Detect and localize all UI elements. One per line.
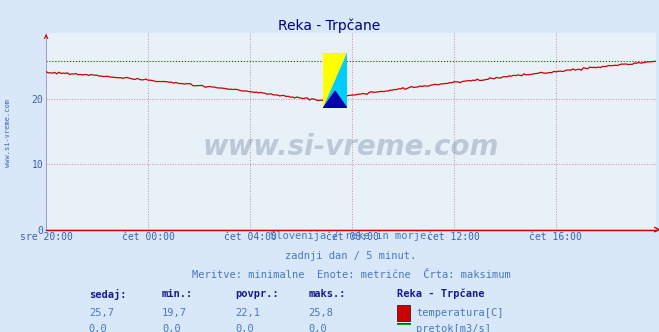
Text: sedaj:: sedaj: <box>89 289 127 300</box>
Text: Reka - Trpčane: Reka - Trpčane <box>397 289 484 299</box>
Text: zadnji dan / 5 minut.: zadnji dan / 5 minut. <box>285 251 416 261</box>
Text: 0,0: 0,0 <box>162 324 181 332</box>
Text: 0,0: 0,0 <box>235 324 254 332</box>
Bar <box>397 323 410 332</box>
Text: 22,1: 22,1 <box>235 308 260 318</box>
Text: temperatura[C]: temperatura[C] <box>416 308 503 318</box>
Text: Slovenija / reke in morje.: Slovenija / reke in morje. <box>270 231 432 241</box>
Text: 0,0: 0,0 <box>89 324 107 332</box>
Text: Meritve: minimalne  Enote: metrične  Črta: maksimum: Meritve: minimalne Enote: metrične Črta:… <box>192 270 510 280</box>
Bar <box>397 305 410 321</box>
Text: Reka - Trpčane: Reka - Trpčane <box>278 18 381 33</box>
Text: 0,0: 0,0 <box>308 324 327 332</box>
Text: 19,7: 19,7 <box>162 308 187 318</box>
Text: 25,8: 25,8 <box>308 308 333 318</box>
Text: maks.:: maks.: <box>308 289 346 299</box>
Text: pretok[m3/s]: pretok[m3/s] <box>416 324 491 332</box>
Text: povpr.:: povpr.: <box>235 289 279 299</box>
Text: www.si-vreme.com: www.si-vreme.com <box>203 133 499 161</box>
Text: www.si-vreme.com: www.si-vreme.com <box>5 99 11 167</box>
Text: min.:: min.: <box>162 289 193 299</box>
Text: 25,7: 25,7 <box>89 308 114 318</box>
